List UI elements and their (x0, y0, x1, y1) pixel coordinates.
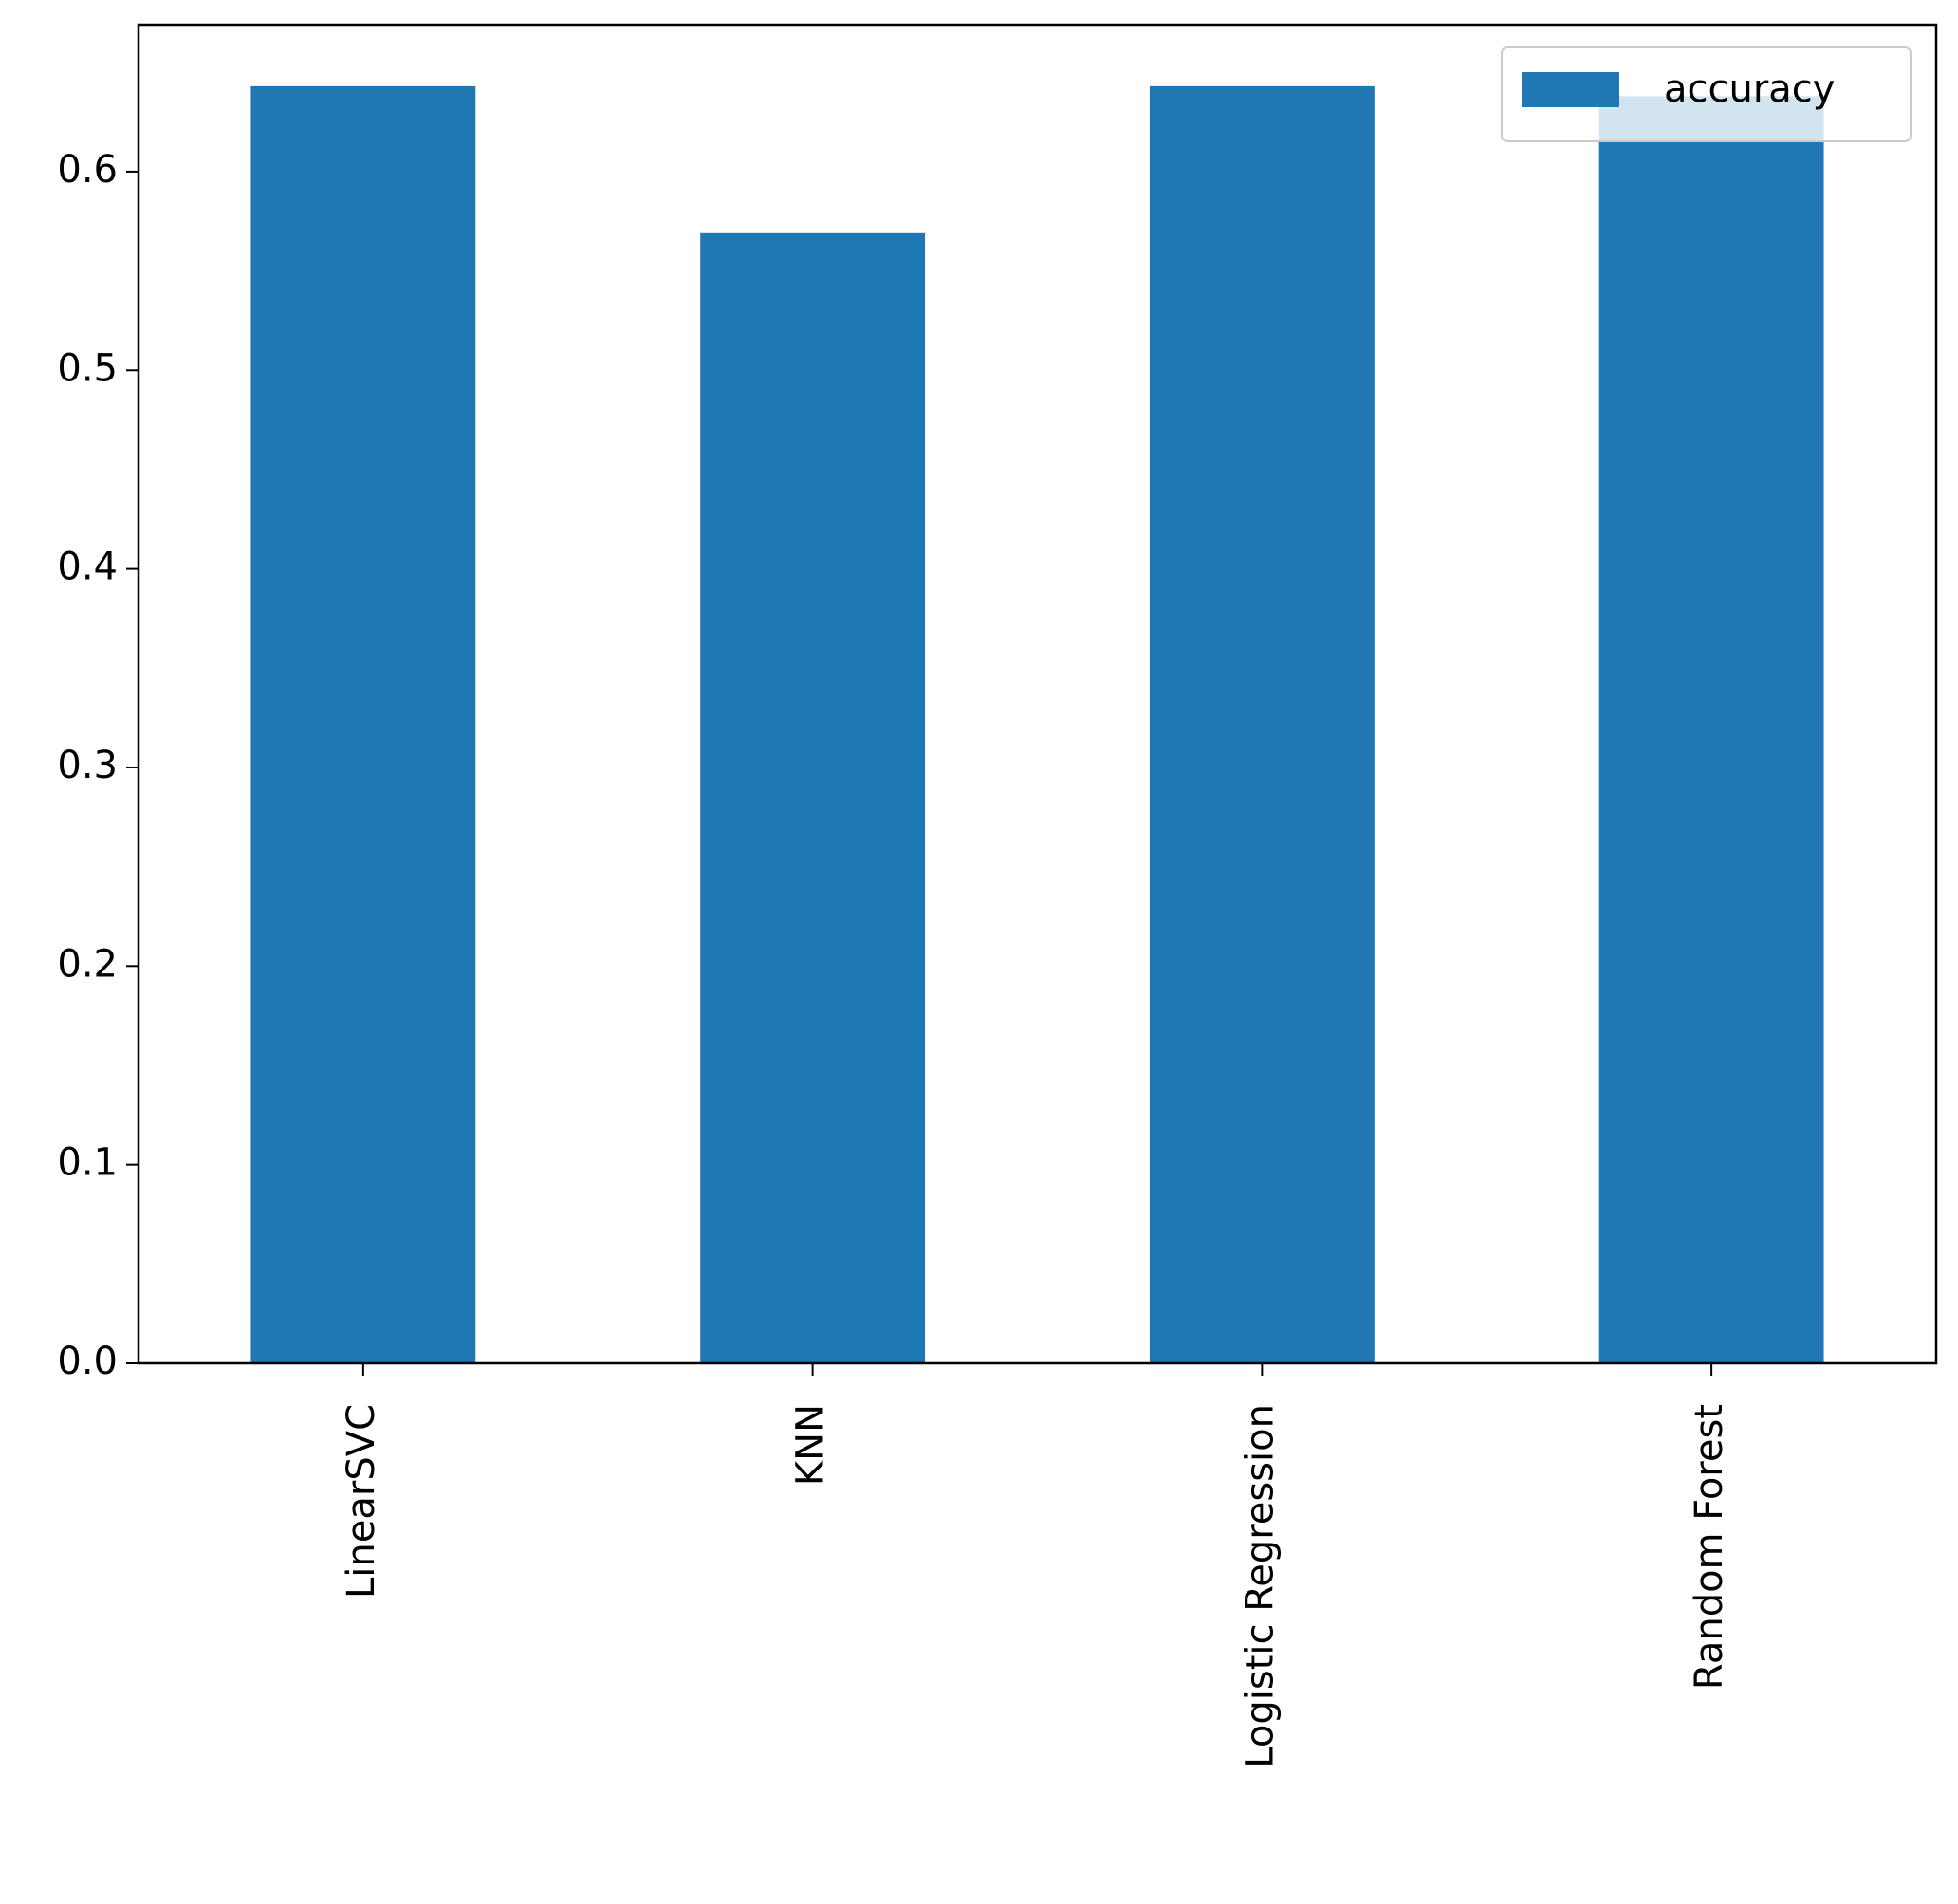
legend-label: accuracy (1664, 67, 1835, 111)
x-tick-label: KNN (789, 1404, 833, 1486)
legend-swatch (1522, 72, 1619, 107)
bar (250, 85, 476, 1364)
bar (1598, 96, 1824, 1363)
y-tick-label: 0.0 (57, 1340, 118, 1383)
y-tick-label: 0.6 (57, 148, 118, 192)
y-tick-label: 0.3 (57, 744, 118, 787)
legend-box (1501, 46, 1912, 142)
y-tick-label: 0.4 (57, 545, 118, 589)
y-tick-label: 0.2 (57, 942, 118, 986)
x-tick-label: Logistic Regression (1238, 1404, 1282, 1768)
bar (700, 232, 926, 1363)
y-tick-label: 0.5 (57, 346, 118, 390)
y-tick-label: 0.1 (57, 1141, 118, 1185)
bar (1149, 85, 1375, 1364)
plot-frame (137, 23, 1938, 1365)
x-tick-label: Random Forest (1688, 1404, 1731, 1690)
x-tick-label: LinearSVC (340, 1404, 383, 1599)
